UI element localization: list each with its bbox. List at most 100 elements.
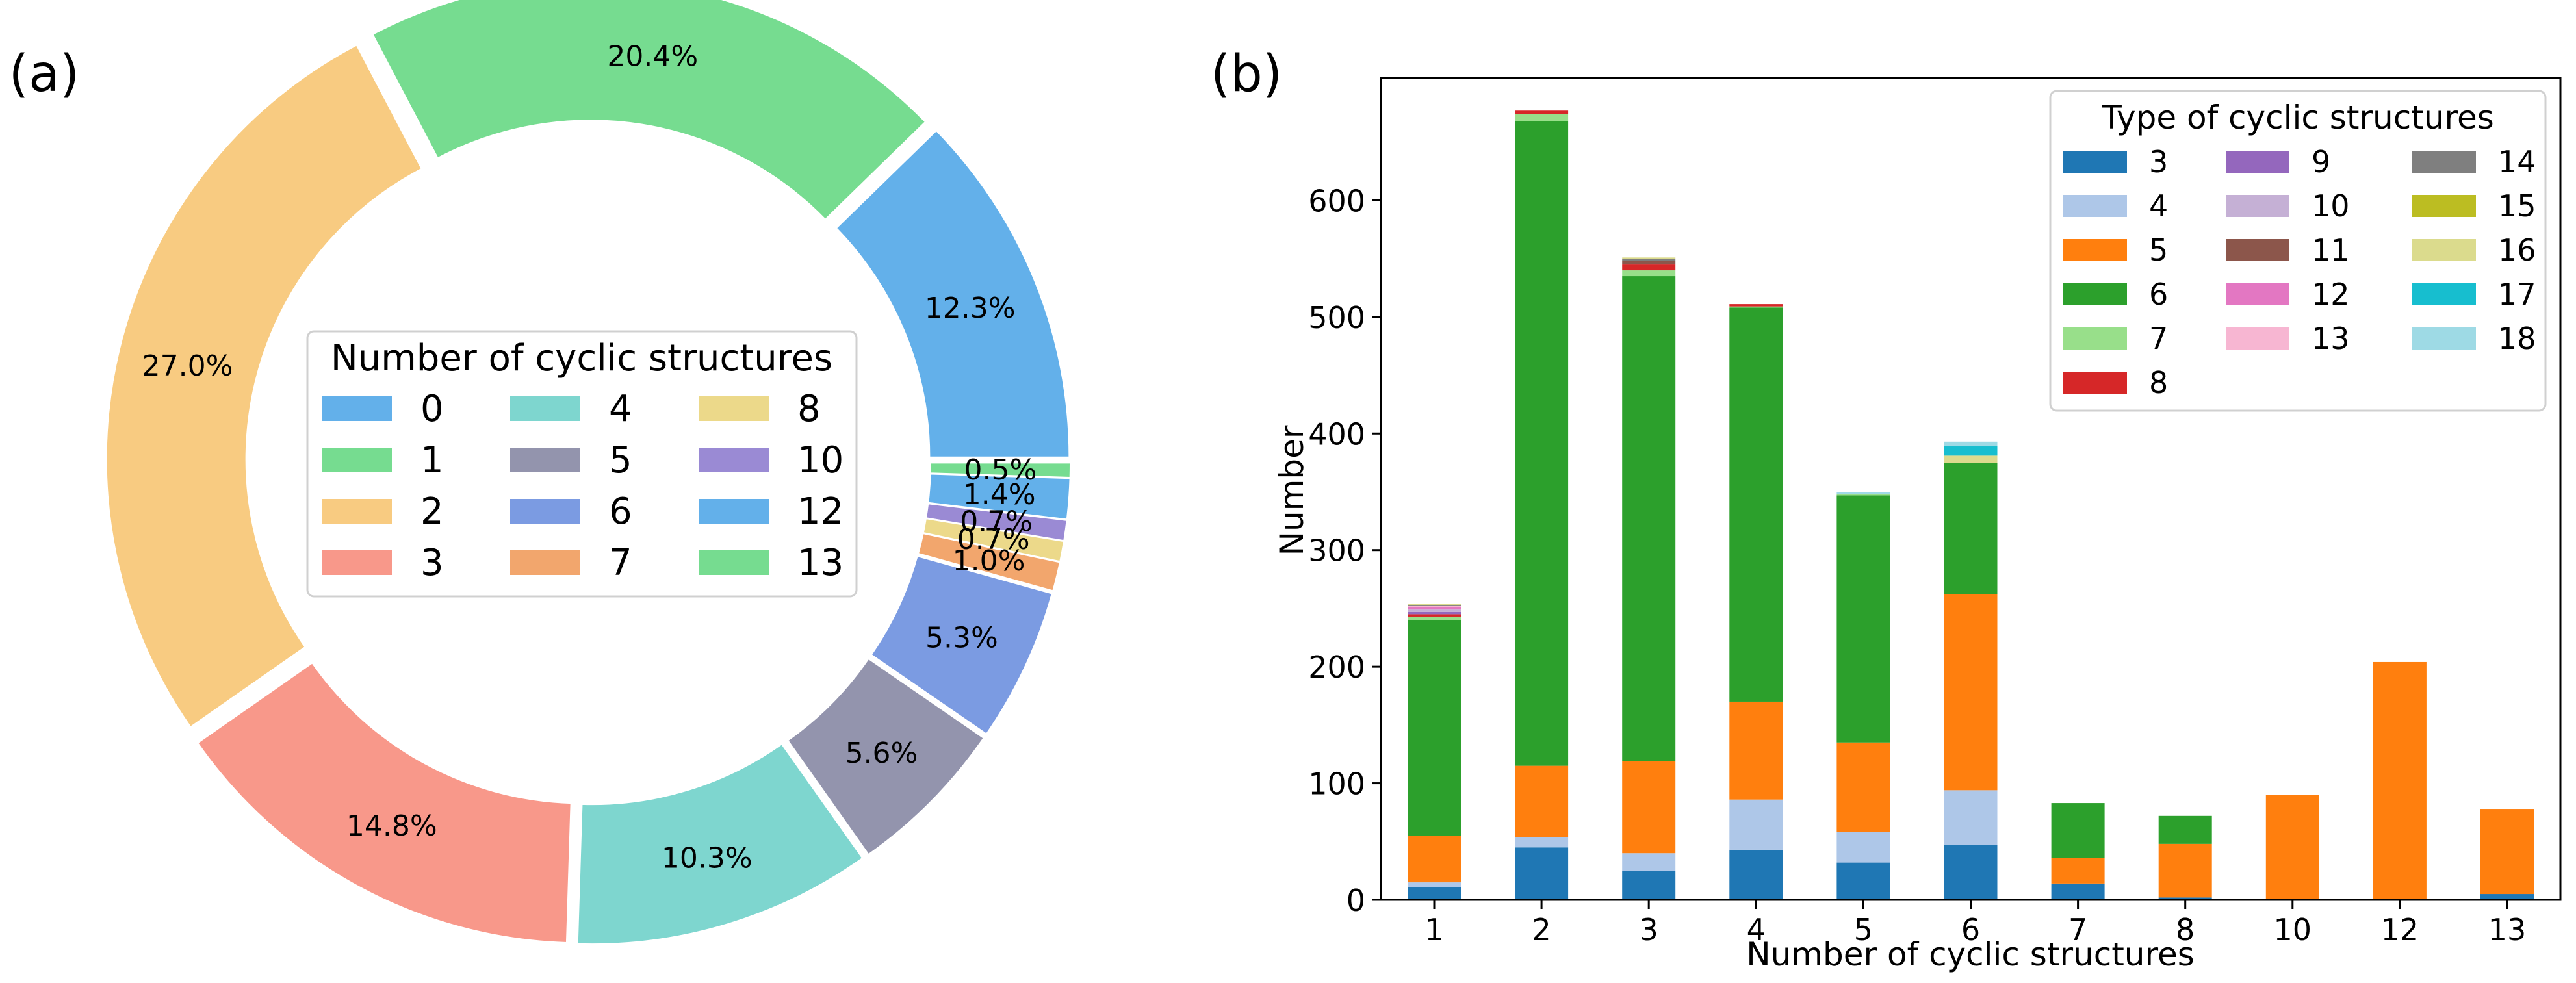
bar-legend-entry: 9 [2226, 144, 2330, 179]
bar-segment-3-type-8 [1622, 264, 1676, 271]
bar-legend-entry: 10 [2226, 188, 2350, 223]
bar-legend-entry: 6 [2063, 277, 2168, 312]
bar-legend-label: 17 [2498, 277, 2536, 312]
donut-legend-entry: 7 [510, 542, 632, 584]
donut-legend-entry: 2 [322, 491, 444, 533]
bar-legend-label: 15 [2498, 188, 2536, 223]
donut-legend-swatch [322, 499, 392, 524]
bar-legend-swatch [2412, 195, 2476, 217]
donut-slice-13 [929, 462, 1071, 478]
donut-slice-label: 5.3% [925, 621, 998, 654]
donut-legend-swatch [699, 550, 769, 575]
bar-segment-3-type-4 [1622, 853, 1676, 871]
bar-segment-1-type-7 [1408, 616, 1461, 620]
bar-segment-3-type-7 [1622, 270, 1676, 277]
bar-ylabel: Number [1273, 425, 1311, 555]
bar-legend-entries: 3 4 5 6 7 8 9 10 11 12 13 14 15 16 17 18 [2063, 144, 2536, 400]
bar-segment-4-type-3 [1729, 849, 1783, 900]
bar-legend-label: 14 [2498, 144, 2536, 179]
bar-segment-2-type-3 [1515, 847, 1569, 900]
donut-labels: 12.3%20.4%27.0%14.8%10.3%5.6%5.3%1.0%0.7… [142, 40, 1037, 874]
bar-segment-7-type-6 [2051, 803, 2105, 858]
bar-legend-label: 16 [2498, 233, 2536, 268]
bar-legend-swatch [2063, 151, 2127, 173]
bar-legend-swatch [2063, 327, 2127, 350]
donut-slice-label: 12.3% [925, 292, 1016, 325]
bar-legend-entry: 4 [2063, 188, 2168, 223]
bar-legend-swatch [2063, 283, 2127, 305]
bar-legend-label: 3 [2149, 144, 2168, 179]
bar-segment-2-type-4 [1515, 837, 1569, 848]
bar-segment-8-type-3 [2158, 897, 2212, 900]
donut-slice-10 [925, 503, 1068, 542]
donut-legend-swatch [699, 499, 769, 524]
bar-segment-5-type-7 [1836, 494, 1890, 496]
donut-legend-entry: 3 [322, 542, 444, 584]
bar-segment-2-type-6 [1515, 121, 1569, 766]
donut-legend-swatch [699, 448, 769, 472]
bar-legend-swatch [2063, 372, 2127, 394]
bar-segment-3-type-6 [1622, 276, 1676, 761]
bar-segment-12-type-5 [2373, 661, 2427, 900]
bar-xlabel: Number of cyclic structures [1746, 936, 2195, 973]
donut-slice-4 [576, 743, 864, 945]
bar-segment-1-type-16 [1408, 604, 1461, 606]
donut-legend-swatch [322, 448, 392, 472]
donut-slice-3 [196, 662, 572, 944]
y-tick-label: 300 [1308, 533, 1365, 568]
bar-segment-13-type-3 [2480, 894, 2534, 900]
bar-segment-3-type-16 [1622, 257, 1676, 259]
bar-stacks [1408, 110, 2534, 900]
x-tick-label: 3 [1640, 912, 1658, 947]
x-tick-label: 13 [2488, 912, 2527, 947]
bar-legend-entry: 5 [2063, 233, 2168, 268]
bar-segment-6-type-6 [1944, 463, 1998, 594]
donut-legend-entry: 6 [510, 491, 632, 533]
donut-slice-label: 0.7% [960, 505, 1033, 538]
bar-segment-10-type-5 [2265, 795, 2319, 900]
bar-legend-title: Type of cyclic structures [2101, 99, 2494, 136]
bar-legend-entry: 13 [2226, 321, 2350, 356]
donut-legend-label: 6 [609, 491, 632, 533]
donut-slice-6 [870, 555, 1053, 735]
donut-legend-label: 10 [797, 439, 844, 481]
bar-legend-swatch [2226, 195, 2289, 217]
donut-legend-entry: 10 [699, 439, 844, 481]
bar-segment-1-type-4 [1408, 882, 1461, 887]
bar-segment-8-type-6 [2158, 815, 2212, 844]
donut-slice-label: 0.5% [964, 453, 1037, 487]
donut-slice-label: 1.0% [953, 544, 1025, 578]
bar-segment-5-type-6 [1836, 495, 1890, 743]
donut-legend-entry: 12 [699, 491, 844, 533]
donut-slice-label: 5.6% [845, 737, 918, 770]
bar-legend-entry: 7 [2063, 321, 2168, 356]
bar-segment-2-type-8 [1515, 110, 1569, 114]
bar-segment-3-type-5 [1622, 761, 1676, 854]
y-tick-label: 400 [1308, 416, 1365, 452]
bar-segment-8-type-5 [2158, 843, 2212, 898]
bar-legend-entry: 3 [2063, 144, 2168, 179]
bar-legend-entry: 17 [2412, 277, 2536, 312]
x-tick-label: 8 [2176, 912, 2195, 947]
bar-segment-3-type-3 [1622, 871, 1676, 900]
x-tick-label: 5 [1854, 912, 1873, 947]
donut-legend-label: 0 [420, 388, 444, 430]
donut-legend-swatch [510, 448, 580, 472]
donut-legend-title: Number of cyclic structures [331, 337, 832, 379]
bar-segment-4-type-5 [1729, 701, 1783, 800]
bar-legend-swatch [2063, 195, 2127, 217]
donut-slice-label: 10.3% [662, 842, 753, 875]
bar-segment-4-type-8 [1729, 304, 1783, 307]
x-tick-label: 4 [1747, 912, 1766, 947]
donut-legend-entry: 13 [699, 542, 844, 584]
bar-legend-swatch [2412, 239, 2476, 261]
bar-segment-2-type-5 [1515, 765, 1569, 837]
y-tick-label: 100 [1308, 767, 1365, 802]
donut-legend-swatch [510, 499, 580, 524]
x-tick-label: 12 [2381, 912, 2419, 947]
bar-legend-label: 8 [2149, 365, 2168, 400]
bar-segment-1-type-14 [1408, 605, 1461, 606]
